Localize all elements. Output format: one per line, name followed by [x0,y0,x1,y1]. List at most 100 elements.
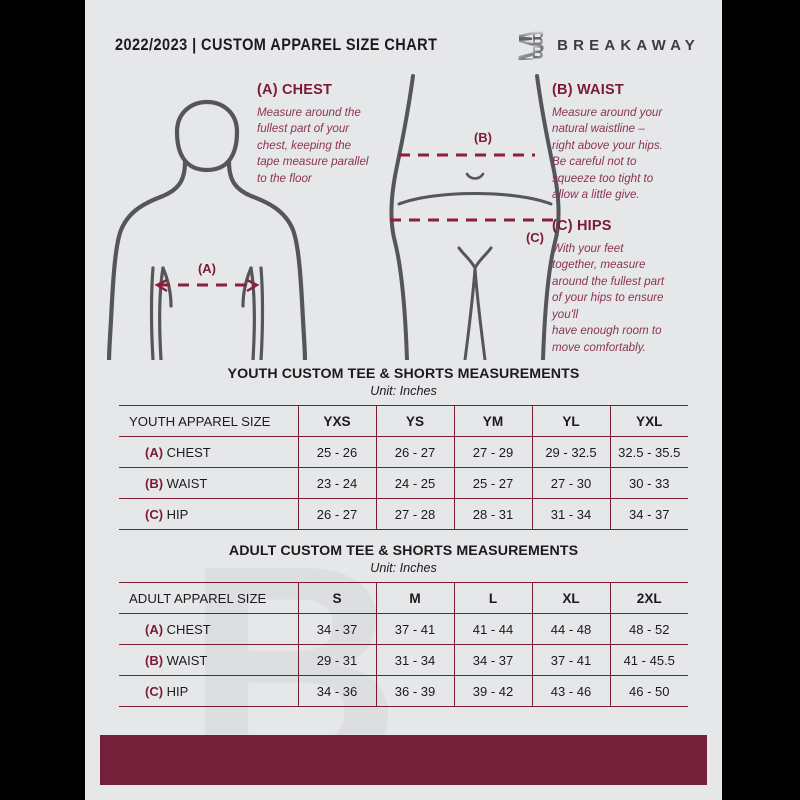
adult-waist-s: 29 - 31 [298,644,377,676]
adult-size-table: ADULT APPAREL SIZE S M L XL 2XL (A) CHES… [119,582,688,707]
adult-chest-xl: 44 - 48 [532,613,611,645]
breakaway-b-logo-icon [518,31,544,60]
adult-table-title: ADULT CUSTOM TEE & SHORTS MEASUREMENTS [228,543,579,559]
footer-accent-bar [100,735,707,785]
youth-table-title: YOUTH CUSTOM TEE & SHORTS MEASUREMENTS [227,366,580,382]
youth-chest-yxs: 25 - 26 [298,436,377,468]
youth-table-block: YOUTH CUSTOM TEE & SHORTS MEASUREMENTS U… [85,366,722,530]
callout-waist-body: Measure around your natural waistline – … [552,106,663,202]
adult-size-col-2: L [454,582,533,614]
page-header: 2022/2023 | CUSTOM APPAREL SIZE CHART [85,28,722,62]
callout-waist-title: (B) WAIST [552,82,624,98]
youth-row-label-chest: (A) CHEST [119,436,299,468]
adult-hip-2xl: 46 - 50 [610,675,688,707]
brand-lockup: BREAKAWAY [518,30,700,60]
adult-hip-xl: 43 - 46 [532,675,611,707]
adult-table-unit: Unit: Inches [370,561,437,575]
adult-waist-2xl: 41 - 45.5 [610,644,688,676]
size-chart-page: B 2022/2023 | CUSTOM APPAREL SIZE CHART [85,0,722,800]
torso-figure-illustration: (A) [107,99,307,360]
callout-chest-title: (A) CHEST [257,82,333,98]
youth-size-col-3: YL [532,405,611,437]
adult-waist-xl: 37 - 41 [532,644,611,676]
youth-chest-yl: 29 - 32.5 [532,436,611,468]
row-name-waist: WAIST [166,652,208,668]
adult-row-label-waist: (B) WAIST [119,644,299,676]
row-mark-c: (C) [145,506,164,522]
youth-chest-yxl: 32.5 - 35.5 [610,436,688,468]
page-title: 2022/2023 | CUSTOM APPAREL SIZE CHART [115,35,438,54]
adult-chest-s: 34 - 37 [298,613,377,645]
youth-waist-ym: 25 - 27 [454,467,533,499]
brand-wordmark: BREAKAWAY [557,36,700,54]
row-mark-b: (B) [145,652,164,668]
table-row: (A) CHEST 25 - 26 26 - 27 27 - 29 29 - 3… [119,436,688,468]
table-row: (B) WAIST 23 - 24 24 - 25 25 - 27 27 - 3… [119,467,688,499]
youth-hip-yl: 31 - 34 [532,498,611,530]
adult-chest-l: 41 - 44 [454,613,533,645]
adult-hip-m: 36 - 39 [376,675,455,707]
youth-size-col-1: YS [376,405,455,437]
adult-waist-m: 31 - 34 [376,644,455,676]
youth-hip-yxs: 26 - 27 [298,498,377,530]
youth-hip-yxl: 34 - 37 [610,498,688,530]
youth-size-col-0: YXS [298,405,377,437]
youth-hip-ym: 28 - 31 [454,498,533,530]
row-mark-a: (A) [145,444,164,460]
adult-row-label-hip: (C) HIP [119,675,299,707]
youth-row-label-waist: (B) WAIST [119,467,299,499]
adult-hip-s: 34 - 36 [298,675,377,707]
adult-waist-l: 34 - 37 [454,644,533,676]
adult-apparel-size-header: ADULT APPAREL SIZE [119,582,299,614]
youth-waist-ys: 24 - 25 [376,467,455,499]
adult-size-col-4: 2XL [610,582,688,614]
row-mark-a: (A) [145,621,164,637]
youth-size-col-4: YXL [610,405,688,437]
adult-size-col-0: S [298,582,377,614]
callout-waist: (B) WAIST Measure around your natural wa… [552,82,704,204]
youth-hip-ys: 27 - 28 [376,498,455,530]
table-row: (A) CHEST 34 - 37 37 - 41 41 - 44 44 - 4… [119,613,688,645]
table-row: (C) HIP 26 - 27 27 - 28 28 - 31 31 - 34 … [119,498,688,530]
row-name-hip: HIP [166,506,189,522]
chest-measure-line [154,278,260,293]
adult-size-col-3: XL [532,582,611,614]
youth-size-table: YOUTH APPAREL SIZE YXS YS YM YL YXL (A) … [119,405,688,530]
youth-table-unit: Unit: Inches [370,384,437,398]
callout-chest: (A) CHEST Measure around the fullest par… [257,82,409,187]
callout-chest-body: Measure around the fullest part of your … [257,106,369,185]
table-header-row: ADULT APPAREL SIZE S M L XL 2XL [119,582,688,614]
adult-hip-l: 39 - 42 [454,675,533,707]
adult-row-label-chest: (A) CHEST [119,613,299,645]
table-row: (C) HIP 34 - 36 36 - 39 39 - 42 43 - 46 … [119,675,688,707]
table-header-row: YOUTH APPAREL SIZE YXS YS YM YL YXL [119,405,688,437]
callout-hips-body: With your feet together, measure around … [552,242,665,354]
hip-measure-label: (C) [526,230,544,245]
chest-measure-label: (A) [198,261,216,276]
youth-waist-yl: 27 - 30 [532,467,611,499]
youth-row-label-hip: (C) HIP [119,498,299,530]
row-mark-c: (C) [145,683,164,699]
lower-body-figure-illustration: (B) (C) [389,74,561,360]
measurement-illustrations: (A) [85,70,722,360]
adult-table-block: ADULT CUSTOM TEE & SHORTS MEASUREMENTS U… [85,543,722,707]
youth-apparel-size-header: YOUTH APPAREL SIZE [119,405,299,437]
row-name-chest: CHEST [166,444,211,460]
adult-size-col-1: M [376,582,455,614]
waist-measure-label: (B) [474,130,492,145]
table-row: (B) WAIST 29 - 31 31 - 34 34 - 37 37 - 4… [119,644,688,676]
row-mark-b: (B) [145,475,164,491]
adult-chest-m: 37 - 41 [376,613,455,645]
youth-waist-yxl: 30 - 33 [610,467,688,499]
row-name-hip: HIP [166,683,189,699]
youth-size-col-2: YM [454,405,533,437]
youth-waist-yxs: 23 - 24 [298,467,377,499]
row-name-waist: WAIST [166,475,208,491]
callout-hips-title: (C) HIPS [552,218,612,234]
youth-chest-ys: 26 - 27 [376,436,455,468]
adult-chest-2xl: 48 - 52 [610,613,688,645]
youth-chest-ym: 27 - 29 [454,436,533,468]
callout-hips: (C) HIPS With your feet together, measur… [552,218,704,356]
row-name-chest: CHEST [166,621,211,637]
